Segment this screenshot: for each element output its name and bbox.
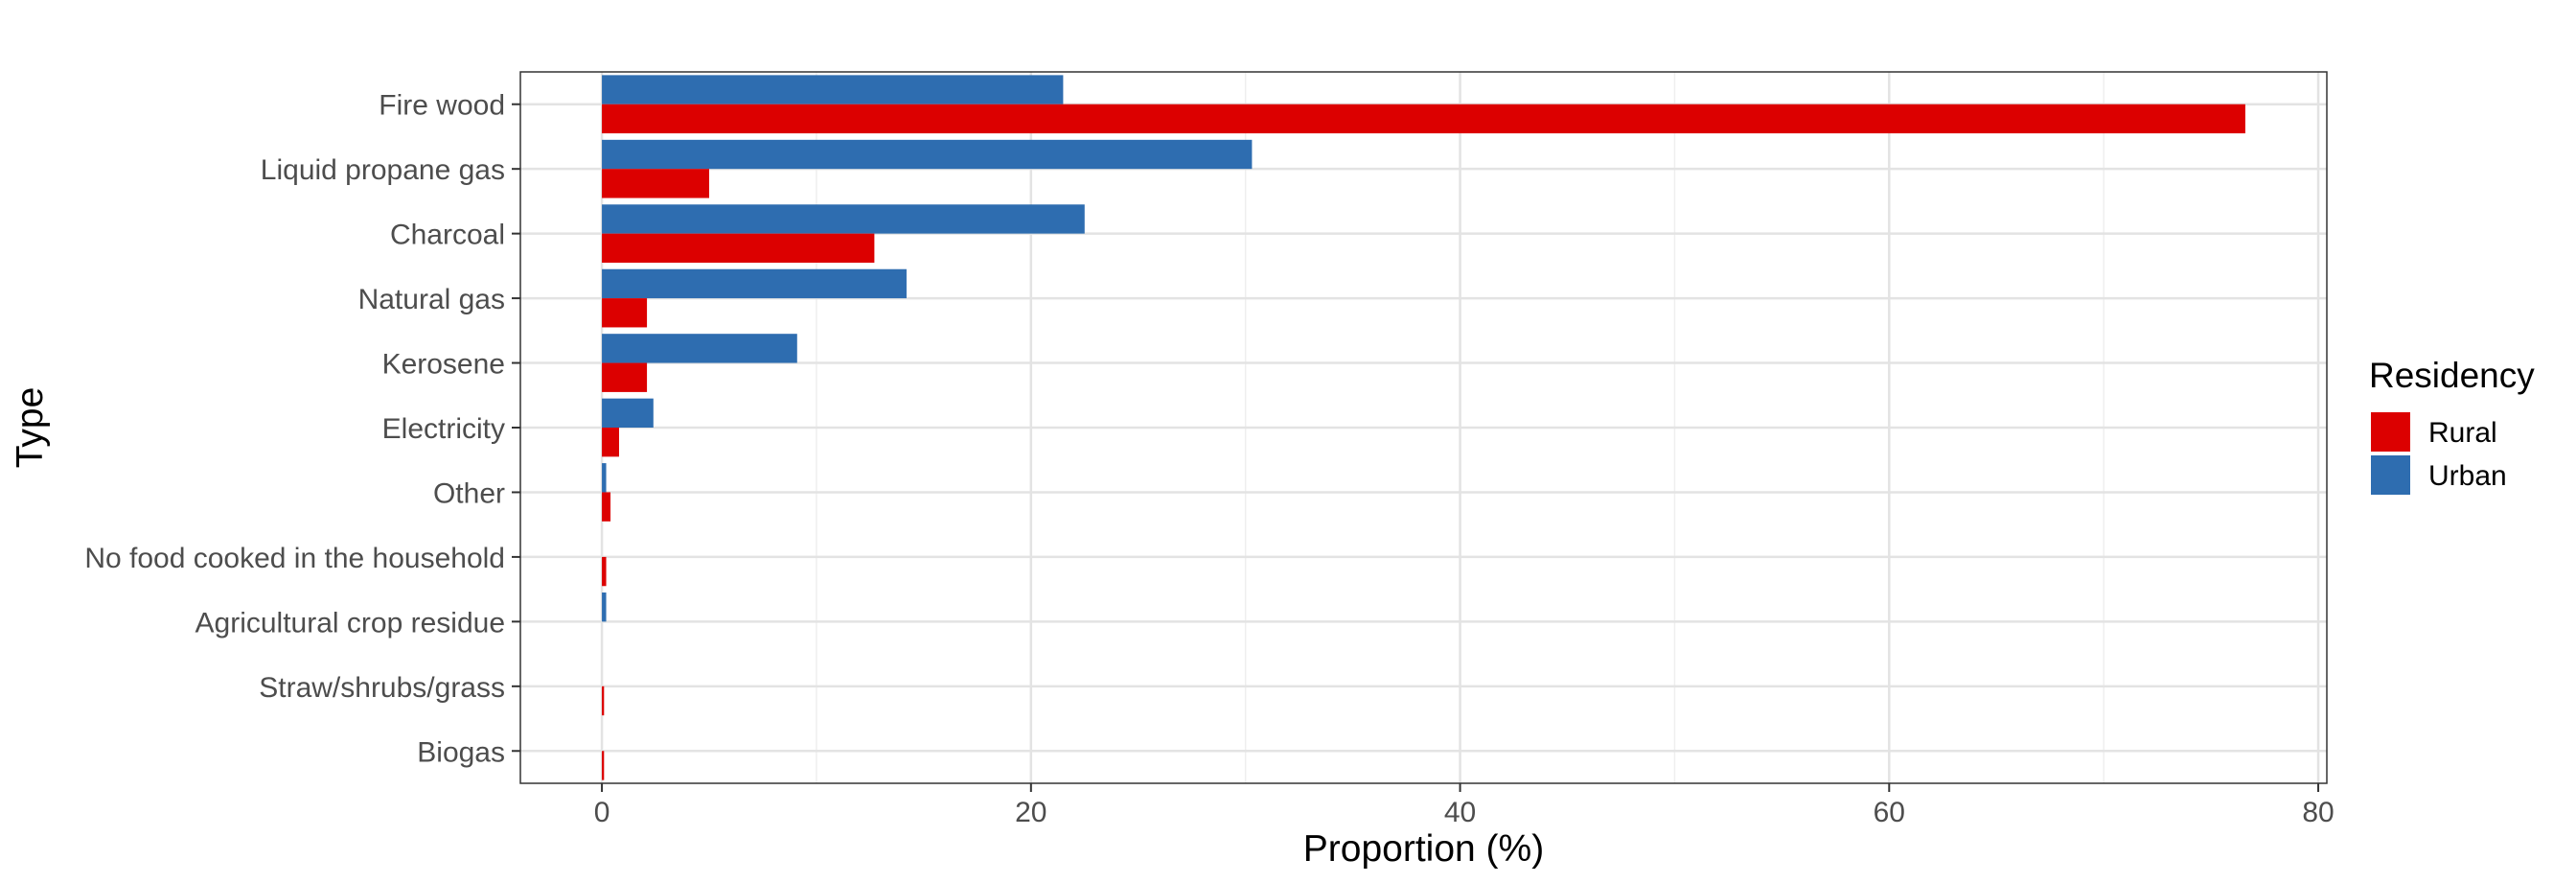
legend-title: Residency <box>2369 356 2535 395</box>
x-tick-label: 80 <box>2302 797 2334 828</box>
bar-urban <box>602 334 797 363</box>
bar-rural <box>602 104 2245 134</box>
bar-rural <box>602 298 648 328</box>
bar-rural <box>602 751 605 780</box>
bar-rural <box>602 362 648 392</box>
y-tick-label: Biogas <box>417 736 505 768</box>
y-tick-label: Other <box>433 477 505 509</box>
y-tick-label: Natural gas <box>358 284 505 315</box>
y-tick-label: Liquid propane gas <box>261 154 505 186</box>
legend-label-rural: Rural <box>2428 417 2497 449</box>
bar-urban <box>602 75 1064 105</box>
x-tick-label: 60 <box>1874 797 1905 828</box>
y-tick-label: Charcoal <box>390 220 505 251</box>
y-tick-label: Electricity <box>382 413 505 445</box>
x-tick-label: 40 <box>1444 797 1476 828</box>
bar-rural <box>602 492 611 522</box>
bar-urban <box>602 268 907 299</box>
y-tick-label: No food cooked in the household <box>84 543 505 574</box>
bar-layer <box>602 75 2245 780</box>
bar-urban <box>602 593 607 622</box>
bar-urban <box>602 204 1085 234</box>
y-tick-label: Straw/shrubs/grass <box>259 672 505 704</box>
x-tick-label: 0 <box>594 797 610 828</box>
bar-rural <box>602 556 607 587</box>
bar-urban <box>602 398 654 428</box>
y-tick-label: Agricultural crop residue <box>196 607 505 639</box>
bar-rural <box>602 233 875 263</box>
bar-urban <box>602 463 607 493</box>
legend: Residency Rural Urban <box>2369 356 2535 495</box>
bar-rural <box>602 428 619 457</box>
legend-key-urban <box>2371 455 2410 495</box>
y-tick-label: Kerosene <box>382 349 505 381</box>
legend-key-rural <box>2371 412 2410 452</box>
y-axis-title: Type <box>10 387 51 469</box>
bar-rural <box>602 169 710 198</box>
x-tick-label: 20 <box>1015 797 1046 828</box>
axis-layer: Fire wood Liquid propane gas Charcoal Natur… <box>84 90 2334 828</box>
legend-label-urban: Urban <box>2428 460 2507 492</box>
bar-rural <box>602 685 605 716</box>
y-tick-label: Fire wood <box>379 90 505 122</box>
x-axis-title: Proportion (%) <box>1303 828 1544 870</box>
bar-urban <box>602 139 1253 170</box>
